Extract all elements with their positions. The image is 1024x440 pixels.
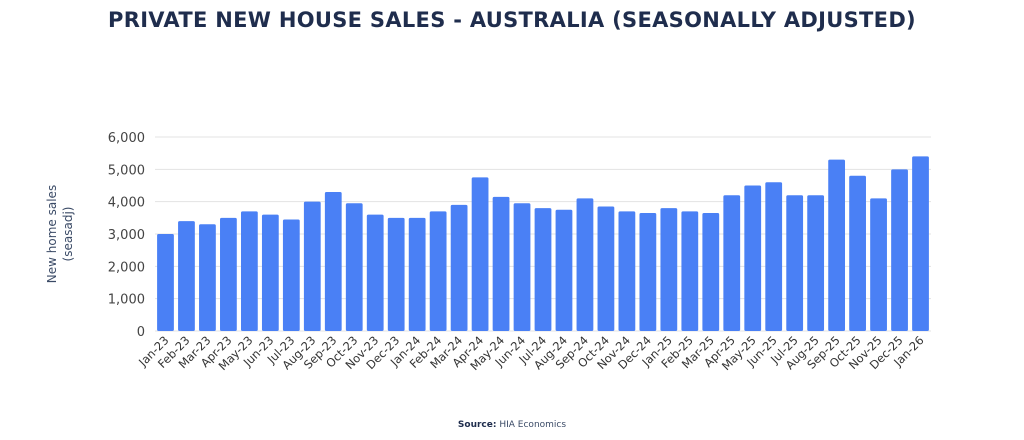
y-axis-label: New home sales [45,185,59,283]
bar-Dec-23 [387,217,405,331]
y-axis-label-unit: (seasadj) [61,207,75,262]
bar-Jul-23 [282,219,300,331]
bar-Oct-24 [597,206,615,331]
bar-Jan-25 [660,208,678,331]
y-tick-label: 6,000 [108,131,145,146]
bar-Aug-23 [303,201,321,331]
bar-Jul-25 [786,195,804,331]
y-tick-label: 4,000 [108,196,145,211]
bar-Jan-23 [157,234,174,331]
bar-Nov-23 [366,214,384,331]
bar-Nov-25 [870,198,887,331]
bar-May-23 [240,211,258,331]
bar-Feb-25 [681,211,699,331]
bar-Nov-24 [618,211,636,331]
source-label: Source: [457,420,497,430]
source-note: Source: HIA Economics [0,420,1024,430]
bar-Oct-25 [849,175,866,331]
bar-Apr-23 [220,217,237,331]
bar-Aug-24 [555,209,573,331]
y-tick-label: 2,000 [108,260,145,275]
chart-title: PRIVATE NEW HOUSE SALES - AUSTRALIA (SEA… [108,8,916,32]
y-tick-label: 5,000 [108,163,145,178]
bar-Feb-23 [178,221,195,331]
bar-Oct-23 [345,203,363,331]
bar-Mar-25 [702,212,720,331]
bar-Apr-24 [471,177,489,331]
bar-Aug-25 [807,195,825,331]
bar-Apr-25 [723,195,741,331]
y-tick-label: 1,000 [108,293,145,308]
bar-Jul-24 [534,208,552,331]
bar-Jun-23 [261,214,279,331]
bar-Jun-24 [513,203,531,331]
bar-Jun-25 [765,182,783,331]
bar-Mar-24 [450,204,468,331]
bar-Sep-25 [828,159,846,331]
bar-Feb-24 [429,211,447,331]
source-text: HIA Economics [499,420,567,430]
bar-Dec-25 [891,169,908,331]
bar-Jan-26 [912,156,929,331]
y-tick-label: 0 [137,325,145,340]
bar-Sep-24 [576,198,594,331]
bar-Sep-23 [324,191,342,331]
bar-May-24 [492,196,510,331]
bar-May-25 [744,185,762,331]
bar-Dec-24 [639,212,657,331]
bar-Jan-24 [408,217,426,331]
bar-Mar-23 [199,224,216,331]
y-tick-label: 3,000 [108,228,145,243]
